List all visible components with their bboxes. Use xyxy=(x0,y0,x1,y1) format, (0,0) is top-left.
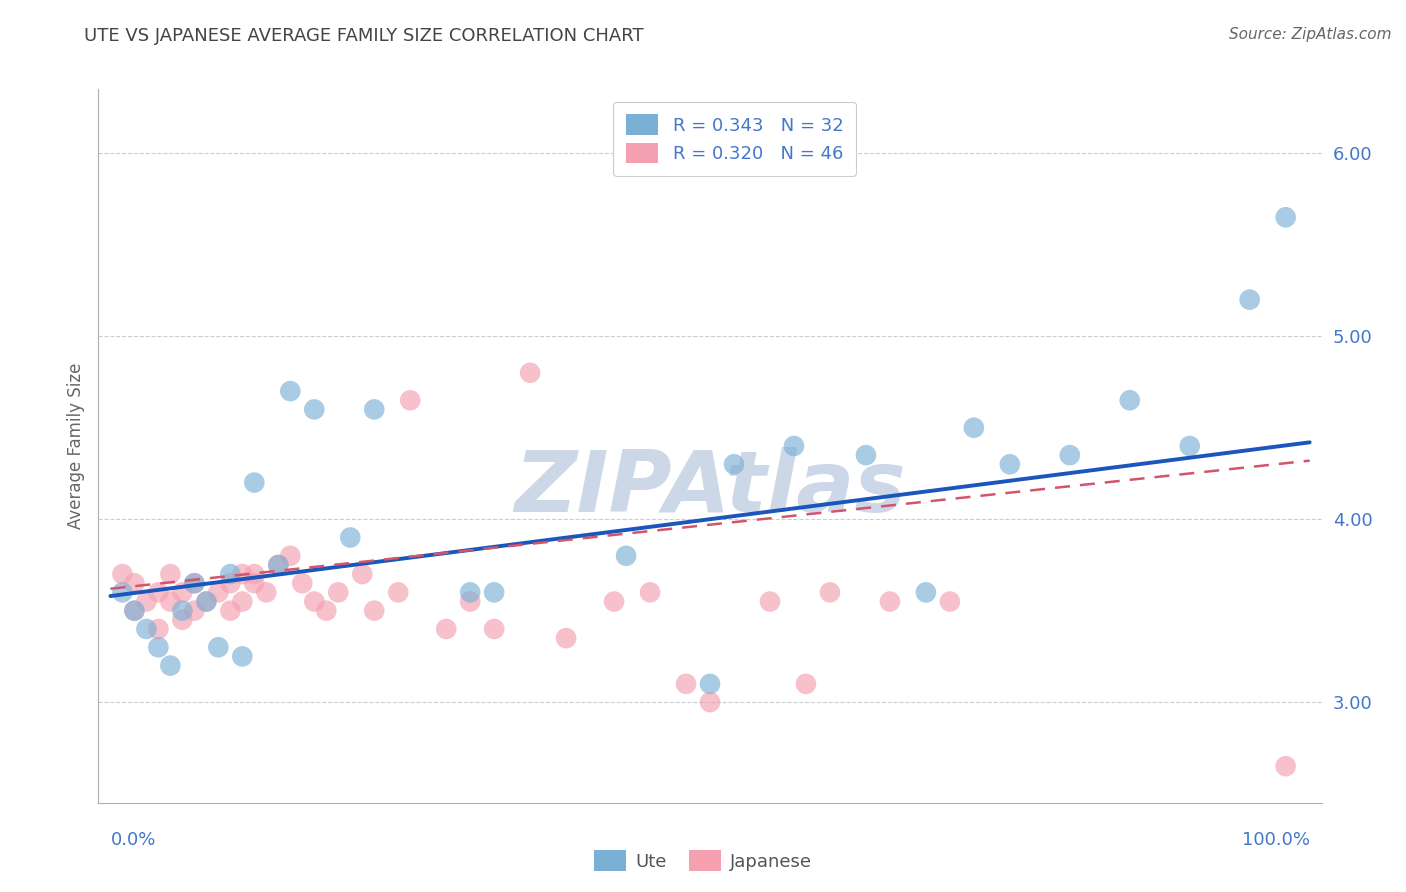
Point xyxy=(231,649,253,664)
Point xyxy=(219,567,242,582)
Point xyxy=(183,576,205,591)
Point xyxy=(207,640,229,655)
Point xyxy=(783,439,806,453)
Point xyxy=(243,567,266,582)
Point xyxy=(387,585,409,599)
Point xyxy=(159,567,181,582)
Point xyxy=(124,604,146,618)
Text: 0.0%: 0.0% xyxy=(111,831,156,849)
Point xyxy=(219,604,242,618)
Point xyxy=(915,585,938,599)
Point xyxy=(148,640,170,655)
Point xyxy=(1274,759,1296,773)
Point xyxy=(699,677,721,691)
Point xyxy=(794,677,817,691)
Point xyxy=(231,567,253,582)
Text: 100.0%: 100.0% xyxy=(1241,831,1309,849)
Legend: R = 0.343   N = 32, R = 0.320   N = 46: R = 0.343 N = 32, R = 0.320 N = 46 xyxy=(613,102,856,176)
Point xyxy=(363,402,385,417)
Point xyxy=(699,695,721,709)
Text: UTE VS JAPANESE AVERAGE FAMILY SIZE CORRELATION CHART: UTE VS JAPANESE AVERAGE FAMILY SIZE CORR… xyxy=(84,27,644,45)
Point xyxy=(759,594,782,608)
Point xyxy=(231,594,253,608)
Point xyxy=(939,594,962,608)
Point xyxy=(183,576,205,591)
Point xyxy=(111,585,134,599)
Point xyxy=(555,631,578,645)
Point xyxy=(328,585,350,599)
Point xyxy=(315,604,337,618)
Point xyxy=(519,366,541,380)
Text: ZIPAtlas: ZIPAtlas xyxy=(515,447,905,531)
Point xyxy=(998,458,1021,472)
Point xyxy=(434,622,457,636)
Point xyxy=(304,402,326,417)
Point xyxy=(818,585,841,599)
Point xyxy=(159,594,181,608)
Point xyxy=(1119,393,1142,408)
Text: Source: ZipAtlas.com: Source: ZipAtlas.com xyxy=(1229,27,1392,42)
Point xyxy=(135,622,157,636)
Point xyxy=(723,458,745,472)
Point xyxy=(363,604,385,618)
Point xyxy=(879,594,901,608)
Point xyxy=(278,549,301,563)
Point xyxy=(207,585,229,599)
Point xyxy=(304,594,326,608)
Point xyxy=(243,475,266,490)
Point xyxy=(219,576,242,591)
Point xyxy=(148,585,170,599)
Point xyxy=(278,384,301,398)
Point xyxy=(172,585,194,599)
Point xyxy=(267,558,290,572)
Point xyxy=(1274,211,1296,225)
Point xyxy=(172,613,194,627)
Point xyxy=(195,594,218,608)
Point xyxy=(614,549,637,563)
Point xyxy=(855,448,877,462)
Y-axis label: Average Family Size: Average Family Size xyxy=(67,363,86,529)
Point xyxy=(482,585,505,599)
Point xyxy=(1059,448,1081,462)
Point xyxy=(111,567,134,582)
Point xyxy=(482,622,505,636)
Point xyxy=(675,677,697,691)
Point xyxy=(124,576,146,591)
Point xyxy=(135,594,157,608)
Point xyxy=(399,393,422,408)
Point xyxy=(148,622,170,636)
Point xyxy=(291,576,314,591)
Point xyxy=(183,604,205,618)
Point xyxy=(458,594,481,608)
Point xyxy=(243,576,266,591)
Point xyxy=(159,658,181,673)
Point xyxy=(267,558,290,572)
Point xyxy=(172,604,194,618)
Legend: Ute, Japanese: Ute, Japanese xyxy=(586,843,820,879)
Point xyxy=(339,531,361,545)
Point xyxy=(1239,293,1261,307)
Point xyxy=(352,567,374,582)
Point xyxy=(603,594,626,608)
Point xyxy=(638,585,661,599)
Point xyxy=(1178,439,1201,453)
Point xyxy=(458,585,481,599)
Point xyxy=(254,585,277,599)
Point xyxy=(963,420,986,434)
Point xyxy=(195,594,218,608)
Point xyxy=(124,604,146,618)
